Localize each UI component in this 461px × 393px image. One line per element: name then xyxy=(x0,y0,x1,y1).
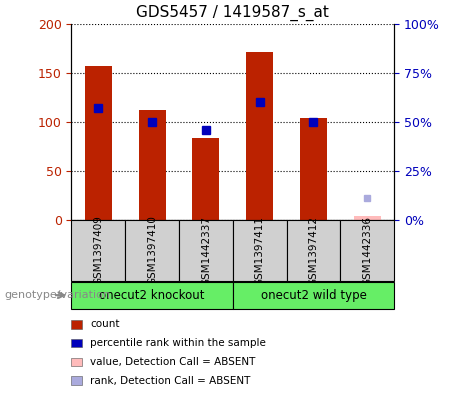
Text: GSM1442337: GSM1442337 xyxy=(201,215,211,286)
Bar xyxy=(287,220,340,281)
Bar xyxy=(340,220,394,281)
Text: GSM1397409: GSM1397409 xyxy=(93,216,103,285)
Text: GSM1397411: GSM1397411 xyxy=(254,215,265,286)
Text: rank, Detection Call = ABSENT: rank, Detection Call = ABSENT xyxy=(90,376,250,386)
Bar xyxy=(71,282,233,309)
Text: onecut2 knockout: onecut2 knockout xyxy=(100,288,205,302)
Bar xyxy=(233,220,287,281)
Bar xyxy=(354,216,381,220)
Text: percentile rank within the sample: percentile rank within the sample xyxy=(90,338,266,348)
Bar xyxy=(125,220,179,281)
Bar xyxy=(193,138,219,220)
Bar xyxy=(139,110,165,220)
Bar xyxy=(233,282,394,309)
Text: onecut2 wild type: onecut2 wild type xyxy=(260,288,366,302)
Bar xyxy=(246,52,273,220)
Bar xyxy=(300,118,327,220)
Text: GSM1442336: GSM1442336 xyxy=(362,215,372,286)
Text: genotype/variation: genotype/variation xyxy=(5,290,111,300)
Bar xyxy=(71,220,125,281)
Title: GDS5457 / 1419587_s_at: GDS5457 / 1419587_s_at xyxy=(136,5,329,21)
Text: count: count xyxy=(90,319,119,329)
Bar xyxy=(85,66,112,220)
Text: GSM1397410: GSM1397410 xyxy=(147,216,157,285)
Text: GSM1397412: GSM1397412 xyxy=(308,215,319,286)
Bar xyxy=(179,220,233,281)
Text: value, Detection Call = ABSENT: value, Detection Call = ABSENT xyxy=(90,357,255,367)
